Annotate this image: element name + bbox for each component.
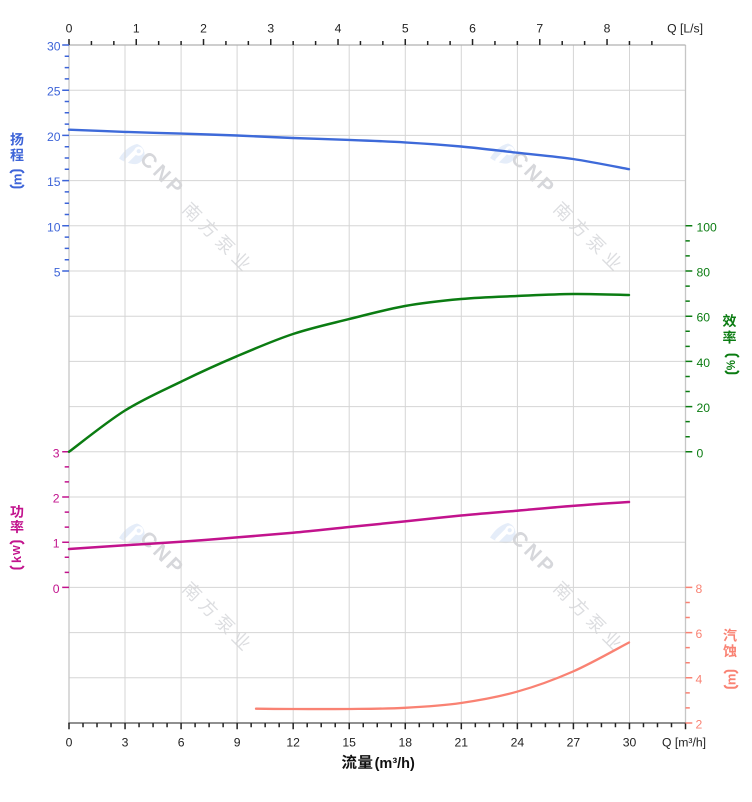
svg-text:12: 12 bbox=[286, 735, 300, 749]
svg-text:27: 27 bbox=[567, 735, 581, 749]
svg-text:Q [m³/h]: Q [m³/h] bbox=[662, 735, 706, 749]
svg-text:24: 24 bbox=[511, 735, 525, 749]
svg-text:20: 20 bbox=[697, 401, 711, 415]
svg-text:9: 9 bbox=[234, 735, 241, 749]
svg-text:18: 18 bbox=[399, 735, 413, 749]
svg-text:%: % bbox=[726, 360, 738, 370]
svg-text:0: 0 bbox=[66, 21, 73, 35]
svg-text:6: 6 bbox=[469, 21, 476, 35]
svg-text:4: 4 bbox=[335, 21, 342, 35]
svg-text:6: 6 bbox=[178, 735, 185, 749]
svg-text:4: 4 bbox=[696, 672, 703, 686]
svg-text:0: 0 bbox=[53, 582, 60, 596]
svg-text:25: 25 bbox=[47, 85, 61, 99]
svg-text:21: 21 bbox=[455, 735, 469, 749]
svg-text:2: 2 bbox=[696, 718, 703, 732]
svg-text:1: 1 bbox=[53, 537, 60, 551]
svg-text:k: k bbox=[10, 556, 24, 563]
svg-text:20: 20 bbox=[47, 130, 61, 144]
svg-text:80: 80 bbox=[697, 266, 711, 280]
svg-text:6: 6 bbox=[696, 627, 703, 641]
svg-text:2: 2 bbox=[53, 492, 60, 506]
svg-text:5: 5 bbox=[54, 266, 61, 280]
svg-text:5: 5 bbox=[402, 21, 409, 35]
svg-text:40: 40 bbox=[697, 356, 711, 370]
svg-text:15: 15 bbox=[47, 175, 61, 189]
svg-text:Q [L/s]: Q [L/s] bbox=[667, 21, 703, 35]
svg-text:3: 3 bbox=[267, 21, 274, 35]
svg-text:100: 100 bbox=[697, 220, 718, 234]
svg-text:0: 0 bbox=[66, 735, 73, 749]
svg-text:m: m bbox=[724, 674, 739, 686]
svg-text:15: 15 bbox=[342, 735, 356, 749]
svg-text:(m³/h): (m³/h) bbox=[375, 756, 415, 772]
svg-text:3: 3 bbox=[53, 446, 60, 460]
svg-text:m: m bbox=[10, 174, 25, 186]
svg-text:2: 2 bbox=[200, 21, 207, 35]
svg-text:0: 0 bbox=[697, 446, 704, 460]
svg-text:8: 8 bbox=[604, 21, 611, 35]
svg-text:3: 3 bbox=[122, 735, 129, 749]
svg-text:7: 7 bbox=[536, 21, 543, 35]
svg-text:30: 30 bbox=[623, 735, 637, 749]
svg-text:30: 30 bbox=[47, 40, 61, 54]
svg-text:W: W bbox=[11, 545, 23, 555]
svg-text:10: 10 bbox=[47, 220, 61, 234]
svg-text:8: 8 bbox=[696, 582, 703, 596]
svg-text:1: 1 bbox=[133, 21, 140, 35]
svg-text:60: 60 bbox=[697, 311, 711, 325]
